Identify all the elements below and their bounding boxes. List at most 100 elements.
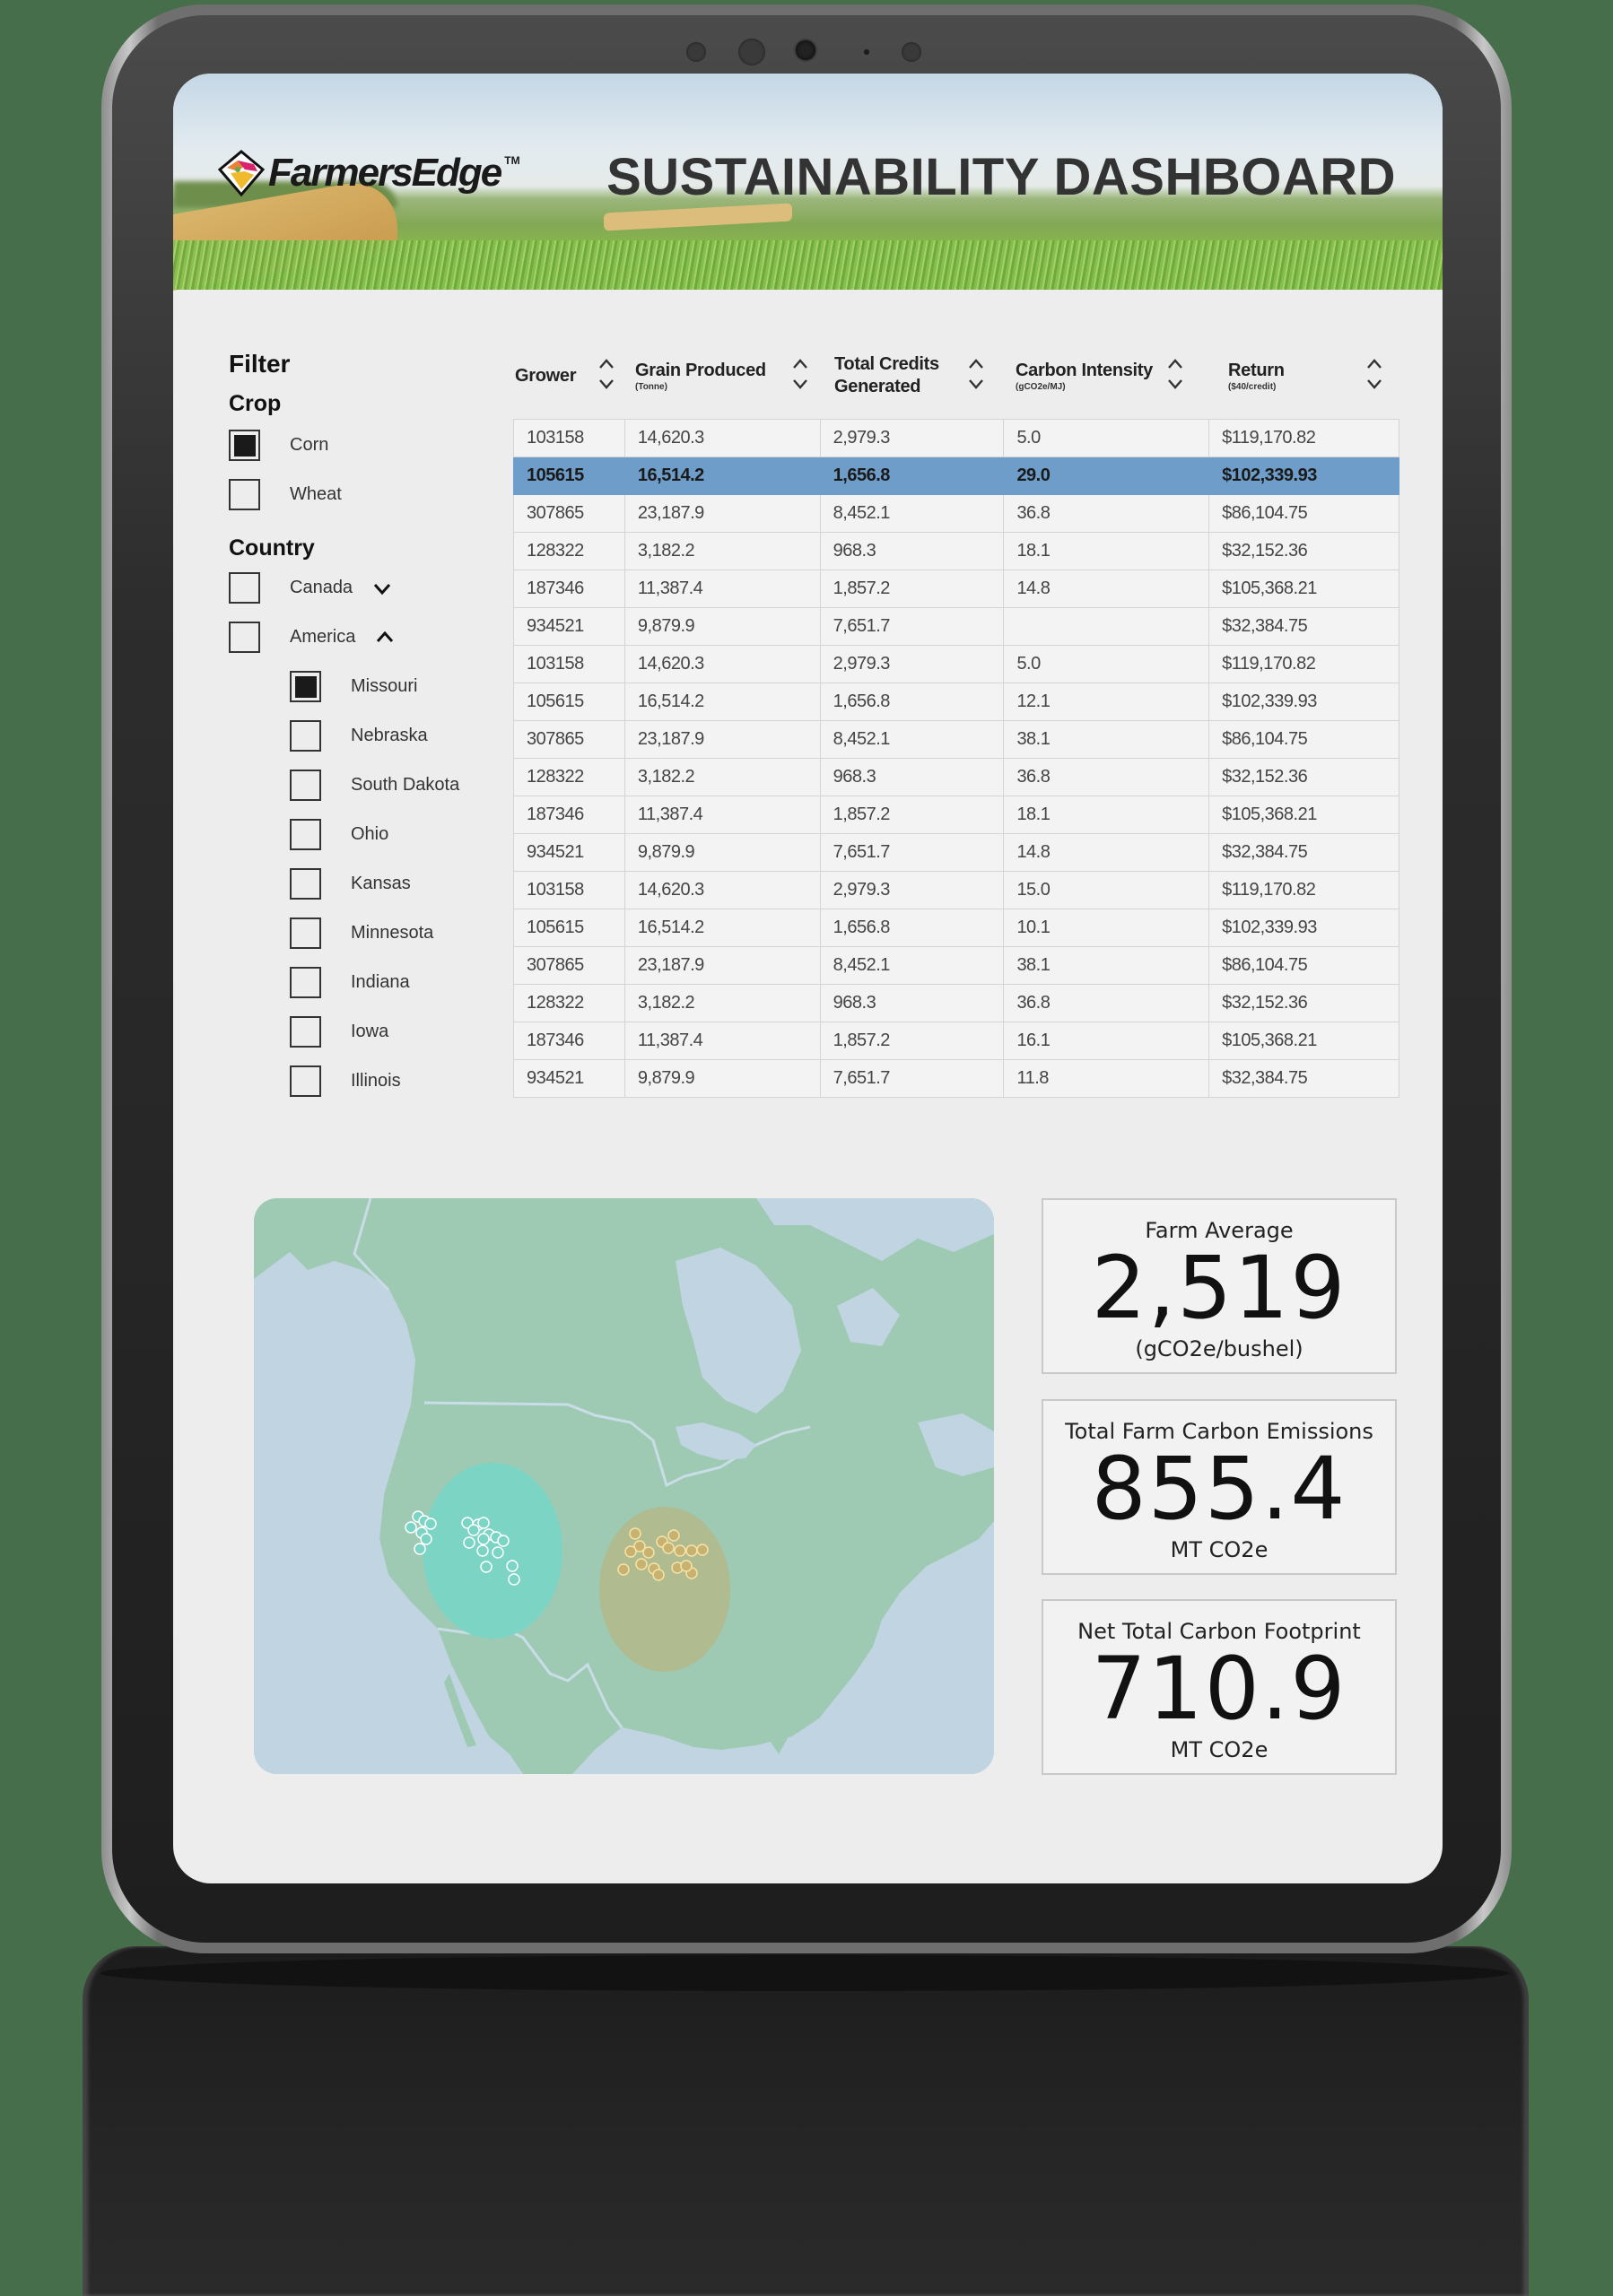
table-cell: 307865 xyxy=(513,494,625,533)
table-cell xyxy=(1003,607,1210,646)
table-row[interactable]: 105615 16,514.2 1,656.8 12.1 $102,339.93 xyxy=(513,683,1399,721)
filter-option-label: Illinois xyxy=(351,1071,401,1091)
alaska-border xyxy=(353,1198,390,1292)
table-row[interactable]: 187346 11,387.4 1,857.2 14.8 $105,368.21 xyxy=(513,570,1399,608)
stat-unit: MT CO2e xyxy=(1170,1537,1269,1562)
table-cell: 1,857.2 xyxy=(819,570,1005,608)
column-header-grain-produced[interactable]: Grain Produced (Tonne) xyxy=(635,344,766,407)
chevron-down-icon[interactable] xyxy=(372,578,392,598)
west-farm-markers xyxy=(405,1510,520,1586)
filter-option-label: Indiana xyxy=(351,972,410,992)
table-cell: 7,651.7 xyxy=(819,833,1005,872)
table-row[interactable]: 187346 11,387.4 1,857.2 16.1 $105,368.21 xyxy=(513,1022,1399,1060)
iowa-checkbox[interactable] xyxy=(290,1016,321,1048)
dashboard-screen: FarmersEdge TM SUSTAINABILITY DASHBOARD F… xyxy=(173,74,1443,1883)
filter-option-kansas[interactable]: Kansas xyxy=(290,859,516,909)
table-cell: 103158 xyxy=(513,645,625,683)
corn-checkbox[interactable] xyxy=(229,430,260,461)
table-cell: $86,104.75 xyxy=(1208,720,1399,759)
table-row[interactable]: 934521 9,879.9 7,651.7 14.8 $32,384.75 xyxy=(513,833,1399,872)
farmersedge-logo[interactable]: FarmersEdge TM xyxy=(218,150,520,196)
filter-option-label: Minnesota xyxy=(351,923,434,943)
us-canada-border xyxy=(423,1401,811,1488)
table-row[interactable]: 128322 3,182.2 968.3 36.8 $32,152.36 xyxy=(513,984,1399,1022)
column-header-return[interactable]: Return ($40/credit) xyxy=(1228,344,1285,407)
filter-option-america[interactable]: America xyxy=(229,613,516,662)
filter-option-minnesota[interactable]: Minnesota xyxy=(290,909,516,958)
filter-option-iowa[interactable]: Iowa xyxy=(290,1007,516,1057)
stat-unit: MT CO2e xyxy=(1170,1737,1269,1762)
table-cell: 11,387.4 xyxy=(623,570,821,608)
missouri-checkbox[interactable] xyxy=(290,671,321,702)
table-row[interactable]: 934521 9,879.9 7,651.7 $32,384.75 xyxy=(513,607,1399,646)
minnesota-checkbox[interactable] xyxy=(290,918,321,949)
filter-option-label: Nebraska xyxy=(351,726,428,745)
filter-option-south-dakota[interactable]: South Dakota xyxy=(290,761,516,810)
filter-option-label: South Dakota xyxy=(351,775,460,795)
table-row[interactable]: 307865 23,187.9 8,452.1 36.8 $86,104.75 xyxy=(513,494,1399,533)
table-row[interactable]: 105615 16,514.2 1,656.8 10.1 $102,339.93 xyxy=(513,909,1399,947)
table-cell: 14.8 xyxy=(1003,833,1210,872)
filter-option-indiana[interactable]: Indiana xyxy=(290,958,516,1007)
filter-option-canada[interactable]: Canada xyxy=(229,563,516,613)
table-row[interactable]: 307865 23,187.9 8,452.1 38.1 $86,104.75 xyxy=(513,720,1399,759)
grower-map[interactable] xyxy=(254,1198,994,1774)
kansas-checkbox[interactable] xyxy=(290,868,321,900)
column-label: Grain Produced xyxy=(635,361,766,380)
banner-grass xyxy=(173,240,1443,290)
table-row[interactable]: 307865 23,187.9 8,452.1 38.1 $86,104.75 xyxy=(513,946,1399,985)
table-cell: 10.1 xyxy=(1003,909,1210,947)
table-cell: 8,452.1 xyxy=(819,720,1005,759)
table-cell: 307865 xyxy=(513,720,625,759)
table-cell: 9,879.9 xyxy=(623,833,821,872)
column-header-grower[interactable]: Grower xyxy=(515,344,577,407)
grower-table: 103158 14,620.3 2,979.3 5.0 $119,170.82 10561… xyxy=(513,419,1399,1098)
sort-icon[interactable] xyxy=(967,357,985,393)
table-cell: 934521 xyxy=(513,833,625,872)
sort-icon[interactable] xyxy=(1365,357,1383,393)
filter-option-missouri[interactable]: Missouri xyxy=(290,662,516,711)
america-checkbox[interactable] xyxy=(229,622,260,653)
filter-option-wheat[interactable]: Wheat xyxy=(229,470,516,519)
sort-icon[interactable] xyxy=(791,357,809,393)
table-row[interactable]: 187346 11,387.4 1,857.2 18.1 $105,368.21 xyxy=(513,796,1399,834)
south-dakota-checkbox[interactable] xyxy=(290,770,321,801)
filter-option-nebraska[interactable]: Nebraska xyxy=(290,711,516,761)
filter-option-label: Kansas xyxy=(351,874,411,893)
table-row[interactable]: 103158 14,620.3 2,979.3 5.0 $119,170.82 xyxy=(513,645,1399,683)
table-row[interactable]: 934521 9,879.9 7,651.7 11.8 $32,384.75 xyxy=(513,1059,1399,1098)
sort-icon[interactable] xyxy=(1166,357,1184,393)
indiana-checkbox[interactable] xyxy=(290,967,321,998)
table-row[interactable]: 103158 14,620.3 2,979.3 5.0 $119,170.82 xyxy=(513,419,1399,457)
filter-panel: Filter Crop Corn Wheat Country Canada Am… xyxy=(229,350,516,1106)
table-cell: $32,152.36 xyxy=(1208,984,1399,1022)
illinois-checkbox[interactable] xyxy=(290,1065,321,1097)
hudson-bay xyxy=(676,1248,801,1413)
sensor-icon xyxy=(738,39,765,65)
great-lakes xyxy=(676,1422,756,1460)
table-row[interactable]: 128322 3,182.2 968.3 36.8 $32,152.36 xyxy=(513,758,1399,796)
logo-trademark: TM xyxy=(504,154,520,167)
table-cell: 16,514.2 xyxy=(623,457,821,495)
column-header-carbon-intensity[interactable]: Carbon Intensity (gCO2e/MJ) xyxy=(1016,344,1153,407)
column-header-total-credits[interactable]: Total Credits Generated xyxy=(834,344,939,407)
table-row[interactable]: 103158 14,620.3 2,979.3 15.0 $119,170.82 xyxy=(513,871,1399,909)
gulf-of-mexico xyxy=(613,1727,738,1774)
chevron-up-icon[interactable] xyxy=(375,628,395,648)
sort-icon[interactable] xyxy=(597,357,615,393)
table-cell: 1,857.2 xyxy=(819,1022,1005,1060)
ohio-checkbox[interactable] xyxy=(290,819,321,850)
filter-option-ohio[interactable]: Ohio xyxy=(290,810,516,859)
table-cell: 2,979.3 xyxy=(819,645,1005,683)
filter-option-corn[interactable]: Corn xyxy=(229,421,516,470)
canada-checkbox[interactable] xyxy=(229,572,260,604)
nebraska-checkbox[interactable] xyxy=(290,720,321,752)
south-farm-markers xyxy=(617,1527,709,1581)
banner-field xyxy=(604,203,792,231)
table-row[interactable]: 128322 3,182.2 968.3 18.1 $32,152.36 xyxy=(513,532,1399,570)
wheat-checkbox[interactable] xyxy=(229,479,260,510)
filter-option-illinois[interactable]: Illinois xyxy=(290,1057,516,1106)
table-cell: 1,656.8 xyxy=(819,909,1005,947)
table-row[interactable]: 105615 16,514.2 1,656.8 29.0 $102,339.93 xyxy=(513,457,1399,495)
filter-option-label: Ohio xyxy=(351,824,389,844)
